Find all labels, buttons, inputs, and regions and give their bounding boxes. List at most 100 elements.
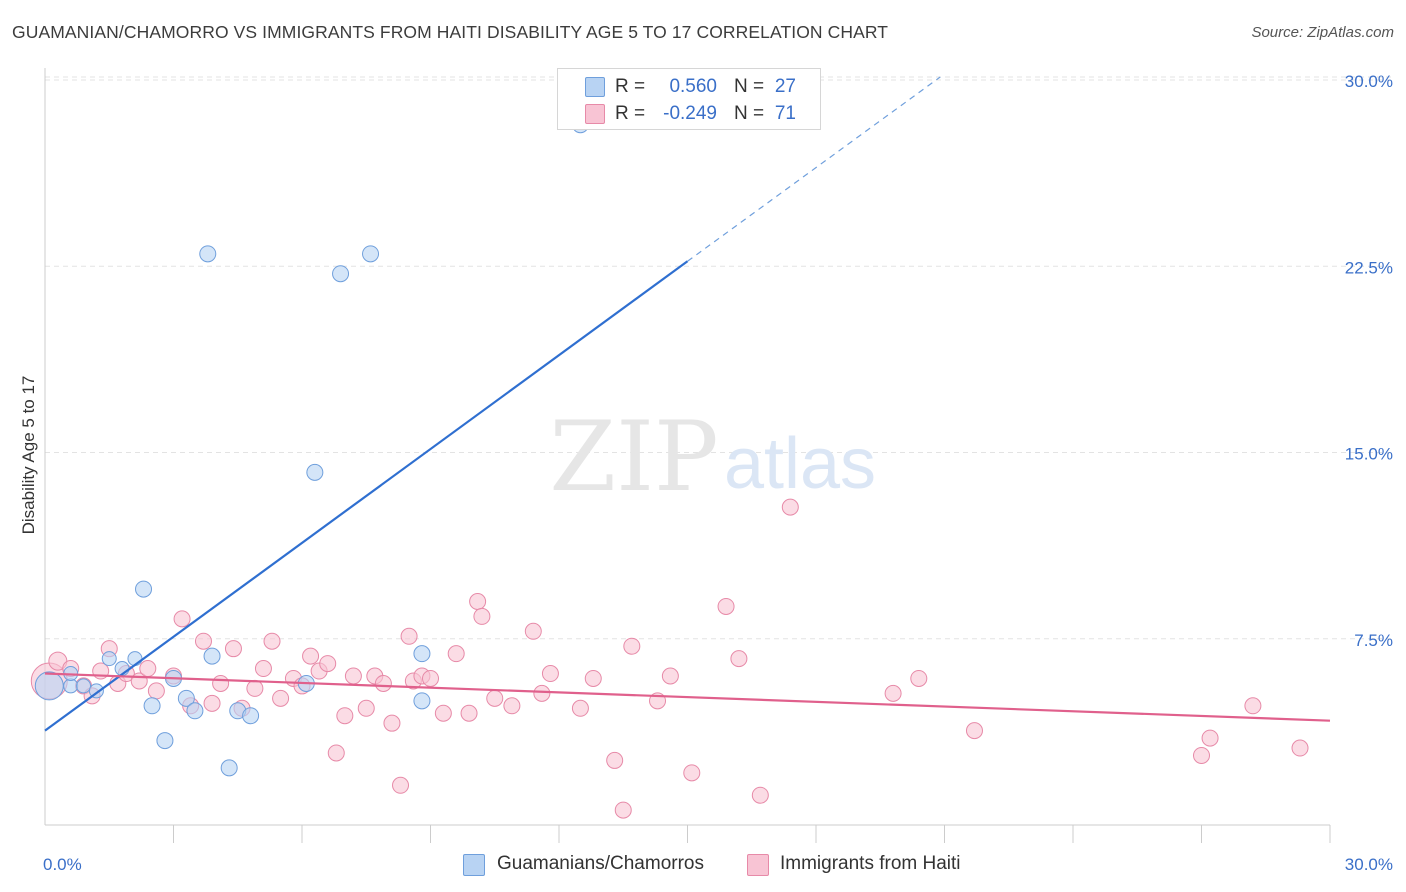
point-haiti [486,689,504,707]
point-haiti [1244,697,1262,715]
bottom-legend-label: Immigrants from Haiti [780,853,961,874]
bottom-legend-swatch-blue [463,854,485,876]
legend-n-value: 27 [774,76,796,97]
point-guamanian [306,463,324,481]
y-tick-label: 7.5% [1354,631,1393,650]
point-haiti [224,640,242,658]
legend-r-label: R = [615,103,646,124]
point-haiti [434,704,452,722]
point-haiti [173,610,191,628]
point-haiti [781,498,799,516]
bottom-legend-label: Guamanians/Chamorros [497,853,704,874]
point-haiti [541,665,559,683]
point-haiti [730,650,748,668]
point-guamanian [203,647,221,665]
point-haiti [336,707,354,725]
point-haiti [661,667,679,685]
point-guamanian [242,707,260,725]
point-haiti [606,751,624,769]
correlation-legend: R = 0.560 N = 27 R = -0.249 N = 71 [557,68,821,130]
point-guamanian [332,265,350,283]
point-haiti [623,637,641,655]
point-guamanian [186,702,204,720]
point-haiti [302,647,320,665]
point-guamanian [413,692,431,710]
point-haiti [263,632,281,650]
legend-row-guamanian: R = 0.560 N = 27 [558,74,820,100]
chart-title: GUAMANIAN/CHAMORRO VS IMMIGRANTS FROM HA… [12,22,889,42]
point-haiti [272,689,290,707]
point-haiti [447,645,465,663]
legend-r-value: 0.560 [669,76,717,97]
point-haiti [473,607,491,625]
point-guamanian [199,245,217,263]
point-haiti [460,704,478,722]
point-guamanian [362,245,380,263]
point-haiti [717,597,735,615]
tick-labels: 7.5% 15.0% 22.5% 30.0% 0.0% 30.0% [43,72,1393,874]
point-guamanian [143,697,161,715]
point-haiti [212,674,230,692]
point-haiti [614,801,632,819]
point-haiti [1193,746,1210,764]
point-haiti [344,667,362,685]
point-haiti [584,669,602,687]
point-haiti [965,722,983,740]
point-haiti [910,669,928,687]
trend-line-haiti [44,672,1331,722]
point-haiti [392,776,410,794]
legend-n-label: N = [734,103,765,124]
point-haiti [571,699,589,717]
point-haiti [147,682,165,700]
point-haiti [374,674,392,692]
point-haiti [319,655,337,673]
point-haiti [422,669,439,687]
point-haiti [246,679,264,697]
point-guamanian [127,651,143,667]
point-haiti [503,697,521,715]
point-guamanian [63,678,79,694]
point-haiti [327,744,345,762]
legend-n-value: 71 [774,103,796,124]
y-tick-label: 22.5% [1345,258,1393,277]
y-tick-label: 30.0% [1345,72,1393,91]
watermark-zip: ZIP [549,401,718,513]
point-guamanian [34,671,64,701]
point-haiti [400,627,418,645]
point-haiti [469,593,487,610]
point-haiti [751,786,769,804]
legend-n-label: N = [734,76,765,97]
point-haiti [533,684,551,702]
trend-line-guamanian [44,260,689,732]
point-haiti [383,714,401,732]
gridlines [45,76,1393,640]
point-guamanian [101,651,117,667]
trend-lines [44,76,1331,732]
x-tick-label: 0.0% [43,855,82,874]
point-guamanian [76,678,92,694]
point-guamanian [220,759,238,777]
legend-r-label: R = [615,76,646,97]
point-haiti [524,622,542,640]
point-guamanian [413,645,431,663]
point-guamanian [156,732,174,750]
y-axis-label: Disability Age 5 to 17 [19,376,38,535]
point-haiti [683,764,701,782]
point-haiti [254,660,272,678]
legend-swatch-blue [585,77,605,97]
point-haiti [203,694,221,712]
legend-row-haiti: R = -0.249 N = 71 [558,101,820,127]
point-haiti [1291,739,1309,757]
watermark: ZIP atlas [549,401,876,513]
legend-r-value: -0.249 [663,103,717,124]
point-guamanian [135,580,153,598]
trend-line-guamanian-extension [687,76,941,262]
point-haiti [1201,729,1219,747]
bottom-legend-swatch-pink [747,854,769,876]
x-tick-label: 30.0% [1345,855,1393,874]
point-haiti [884,684,902,702]
watermark-atlas: atlas [724,424,876,504]
legend-swatch-pink [585,104,605,124]
point-guamanian [177,689,195,707]
